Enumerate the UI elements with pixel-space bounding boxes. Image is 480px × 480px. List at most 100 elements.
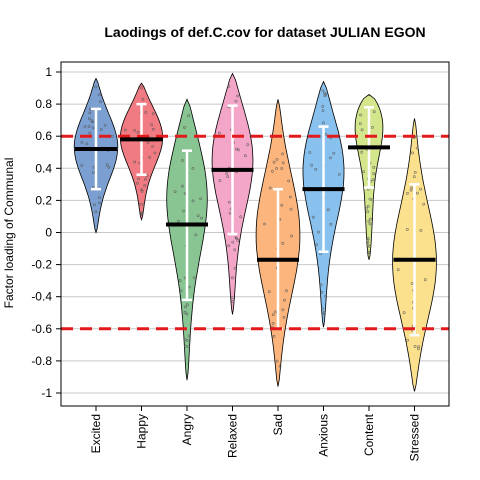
y-axis-label: Factor loading of Communal — [2, 158, 16, 309]
data-point — [234, 99, 238, 103]
data-point — [231, 240, 235, 244]
data-point — [272, 160, 276, 164]
data-point — [94, 210, 98, 214]
data-point — [367, 219, 371, 223]
data-point — [311, 215, 315, 219]
data-point — [231, 299, 235, 303]
data-point — [98, 201, 102, 205]
data-point — [151, 145, 155, 148]
y-tick-label: 0 — [45, 226, 52, 240]
data-point — [153, 151, 157, 155]
x-tick-label: Relaxed — [226, 414, 240, 458]
data-point — [419, 229, 423, 232]
data-point — [396, 268, 400, 272]
data-point — [369, 217, 372, 221]
data-point — [176, 219, 180, 223]
y-tick-label: 0.2 — [35, 193, 52, 207]
data-point — [322, 310, 326, 314]
data-point — [284, 289, 288, 293]
data-point — [103, 124, 107, 127]
data-point — [358, 122, 362, 126]
y-tick-label: 0.4 — [35, 161, 52, 175]
data-point — [92, 171, 95, 174]
data-point — [80, 164, 84, 167]
data-point — [217, 131, 221, 135]
data-point — [411, 151, 415, 155]
data-point — [234, 236, 238, 240]
data-point — [99, 100, 102, 104]
data-point — [288, 195, 292, 199]
y-tick-label: -0.4 — [31, 290, 52, 304]
data-point — [283, 298, 286, 302]
data-point — [94, 85, 98, 89]
axes: -1 -0.8 -0.6 -0.4 -0.2 0 0.2 0.4 0.6 0.8 1 Excited H… — [31, 65, 421, 461]
data-point — [359, 113, 363, 117]
data-point — [308, 151, 312, 154]
data-point — [243, 154, 247, 158]
data-point — [143, 177, 147, 181]
data-point — [280, 203, 284, 207]
data-point — [419, 187, 423, 191]
data-point — [413, 345, 417, 348]
data-point — [337, 173, 341, 176]
data-point — [324, 294, 328, 298]
data-point — [138, 202, 142, 206]
data-point — [110, 134, 114, 138]
data-point — [281, 152, 285, 156]
x-tick-label: Happy — [135, 414, 149, 449]
data-point — [187, 334, 191, 338]
data-point — [287, 179, 291, 183]
data-point — [199, 197, 203, 201]
data-point — [187, 114, 191, 118]
data-point — [144, 111, 148, 114]
data-point — [415, 191, 419, 195]
data-point — [135, 181, 139, 185]
data-point — [281, 241, 285, 245]
data-point — [370, 126, 374, 129]
data-point — [317, 230, 320, 234]
data-point — [329, 222, 333, 226]
data-point — [87, 125, 91, 128]
data-point — [320, 290, 324, 294]
data-point — [315, 243, 319, 247]
data-point — [191, 166, 195, 170]
data-point — [422, 202, 426, 206]
x-tick-label: Content — [362, 413, 376, 456]
data-point — [194, 233, 198, 237]
data-point — [227, 84, 231, 88]
data-point — [368, 245, 372, 248]
data-point — [405, 227, 409, 231]
data-point — [180, 159, 184, 162]
data-point — [143, 184, 147, 187]
grid-lines — [61, 71, 449, 394]
data-point — [365, 206, 368, 210]
data-point — [268, 186, 272, 190]
data-point — [275, 167, 278, 170]
data-point — [150, 123, 153, 127]
y-tick-label: -0.6 — [31, 322, 52, 336]
data-point — [192, 276, 196, 280]
data-point — [185, 303, 189, 307]
data-point — [178, 279, 182, 283]
data-point — [80, 141, 84, 144]
data-point — [281, 308, 285, 312]
data-point — [88, 131, 92, 135]
data-point — [246, 143, 250, 147]
data-point — [93, 203, 96, 207]
data-point — [282, 315, 286, 319]
data-point — [151, 112, 155, 116]
data-point — [140, 189, 144, 193]
data-point — [231, 276, 234, 280]
data-point — [183, 338, 187, 342]
data-point — [289, 207, 293, 211]
data-point — [97, 93, 101, 97]
data-point — [183, 310, 187, 314]
data-point — [98, 196, 101, 200]
data-point — [99, 128, 103, 131]
data-point — [236, 94, 240, 98]
data-point — [278, 364, 282, 368]
data-point — [280, 167, 284, 170]
data-point — [412, 175, 416, 179]
data-point — [405, 191, 409, 195]
data-point — [275, 359, 279, 363]
